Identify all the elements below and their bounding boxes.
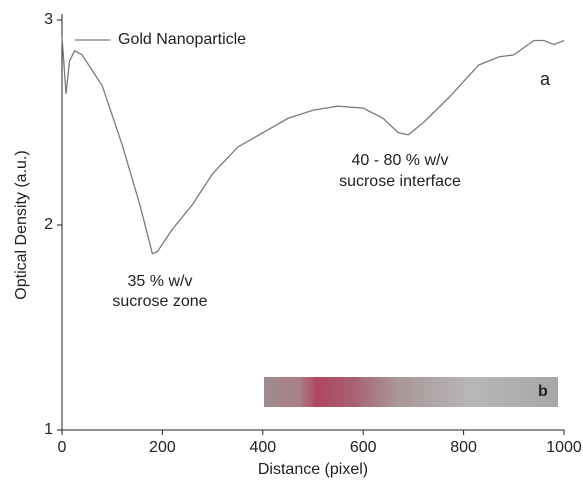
x-tick-label: 1000: [546, 439, 582, 456]
x-axis-label: Distance (pixel): [258, 461, 368, 478]
annotation: sucrose interface: [339, 173, 461, 190]
panel-label: a: [540, 69, 551, 89]
x-tick-label: 800: [450, 439, 477, 456]
y-tick-label: 2: [44, 216, 53, 233]
legend-label: Gold Nanoparticle: [118, 31, 246, 48]
x-tick-label: 0: [58, 439, 67, 456]
y-axis-label: Optical Density (a.u.): [13, 150, 30, 299]
data-line: [61, 36, 565, 255]
x-tick-label: 200: [149, 439, 176, 456]
y-tick-label: 3: [44, 11, 53, 28]
y-tick-label: 1: [44, 421, 53, 438]
x-tick-label: 400: [249, 439, 276, 456]
annotation: sucrose zone: [112, 293, 207, 310]
annotation: 35 % w/v: [128, 273, 193, 290]
panel-label: b: [538, 383, 548, 400]
inset-strip: [264, 377, 558, 407]
annotation: 40 - 80 % w/v: [352, 152, 449, 169]
x-tick-label: 600: [350, 439, 377, 456]
